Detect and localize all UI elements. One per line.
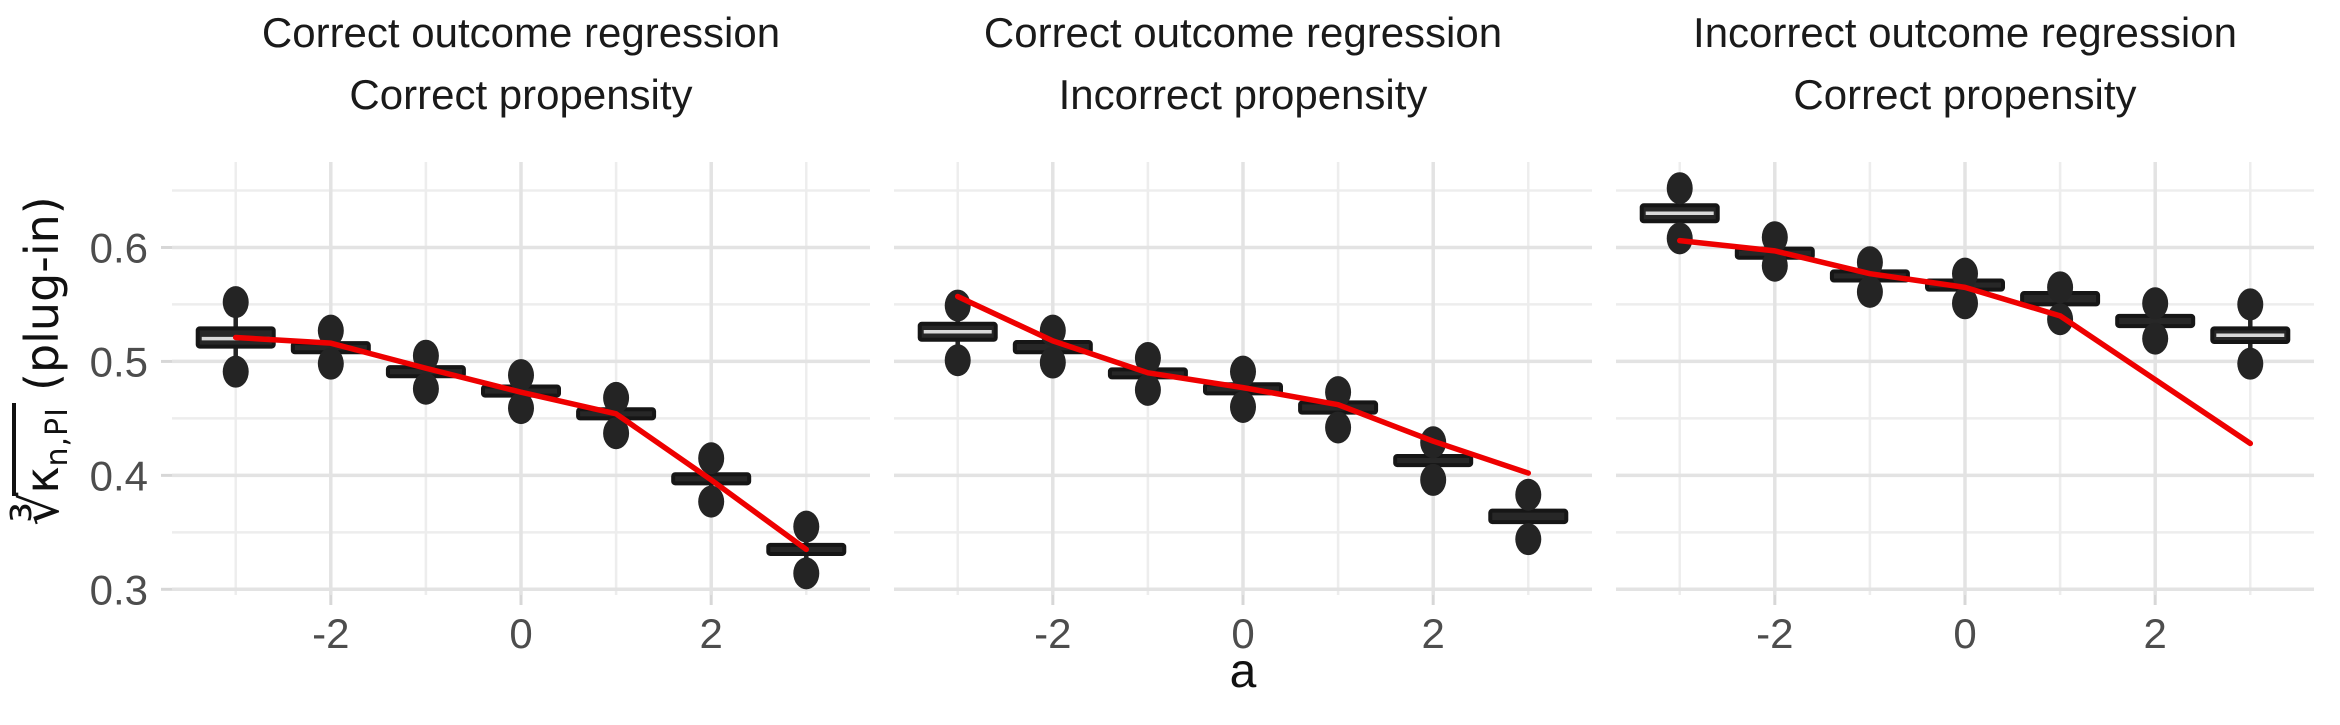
y-tick-label: 0.6	[90, 224, 148, 271]
outlier-dot-high	[317, 314, 344, 347]
outlier-dot-low	[1230, 390, 1256, 423]
estimate-line	[954, 293, 1532, 476]
outlier-dot-low	[1952, 287, 1978, 320]
outlier-dot-high	[2142, 287, 2169, 320]
outlier-dot-high	[222, 286, 249, 319]
outlier-dot-high	[1515, 478, 1542, 511]
outlier-dot-high	[508, 359, 534, 392]
x-tick-label: -2	[1756, 610, 1793, 657]
outlier-dot-high	[603, 381, 630, 414]
x-tick-label: 0	[509, 610, 532, 657]
facet3-title-row1: Incorrect outcome regression	[1693, 9, 2237, 56]
estimate-line	[232, 334, 810, 553]
y-tick-label: 0.5	[90, 338, 148, 385]
radicand: κn,PI	[12, 403, 75, 496]
outlier-dot-low	[1761, 249, 1788, 282]
outlier-dot-high	[1134, 341, 1161, 374]
outlier-dot-high	[2237, 288, 2264, 321]
outlier-dot-low	[508, 392, 534, 425]
outlier-dot-low	[317, 347, 344, 380]
outlier-dot-low	[944, 344, 971, 377]
outlier-dot-low	[1856, 275, 1883, 308]
x-tick-label: 2	[1422, 610, 1445, 657]
outlier-dot-low	[2142, 322, 2169, 355]
outlier-dot-low	[1420, 463, 1447, 496]
y-axis-title: ∛ κn,PI (plug-in)	[11, 151, 75, 571]
x-axis-title: a	[1229, 645, 1257, 698]
outlier-dot-low	[222, 355, 249, 388]
outlier-dot-low	[2237, 347, 2264, 380]
y-tick-label: 0.4	[90, 452, 148, 499]
facet2-title-row2: Incorrect propensity	[1058, 71, 1428, 118]
outlier-dot-high	[698, 442, 725, 475]
y-tick-label: 0.3	[90, 566, 148, 613]
outlier-dot-low	[1134, 373, 1161, 406]
outlier-dot-low	[1039, 346, 1066, 379]
facet3-title-row2: Correct propensity	[1793, 71, 2137, 118]
x-tick-label: 2	[2144, 610, 2167, 657]
outlier-dot-low	[698, 485, 725, 518]
kappa-subscript: n,PI	[40, 407, 75, 467]
cube-root-radical-glyph: ∛	[11, 492, 71, 526]
outlier-dot-low	[793, 557, 820, 590]
outlier-dot-high	[793, 510, 820, 543]
y-axis-title-suffix: (plug-in)	[15, 196, 69, 391]
outlier-dot-low	[1515, 523, 1542, 556]
outlier-dot-high	[2047, 271, 2074, 304]
x-tick-label: 2	[700, 610, 723, 657]
facet1-title-row2: Correct propensity	[349, 71, 693, 118]
outlier-dot-high	[1325, 376, 1352, 409]
x-tick-label: -2	[312, 610, 349, 657]
outlier-dot-low	[412, 372, 439, 405]
x-tick-label: 0	[1231, 610, 1254, 657]
facet2-title-row1: Correct outcome regression	[983, 9, 1503, 56]
x-tick-label: 0	[1953, 610, 1976, 657]
outlier-dot-high	[1230, 355, 1256, 388]
kappa-symbol: κ	[15, 466, 69, 494]
outlier-dot-low	[603, 417, 630, 450]
facet1-title-row1: Correct outcome regression	[261, 9, 781, 56]
boxplot-box	[1488, 508, 1569, 525]
outlier-dot-high	[1952, 257, 1978, 290]
estimate-line	[1676, 237, 2254, 447]
outlier-dot-high	[1761, 221, 1788, 254]
x-tick-label: -2	[1034, 610, 1071, 657]
outlier-dot-high	[1666, 172, 1693, 205]
outlier-dot-low	[1325, 411, 1352, 444]
